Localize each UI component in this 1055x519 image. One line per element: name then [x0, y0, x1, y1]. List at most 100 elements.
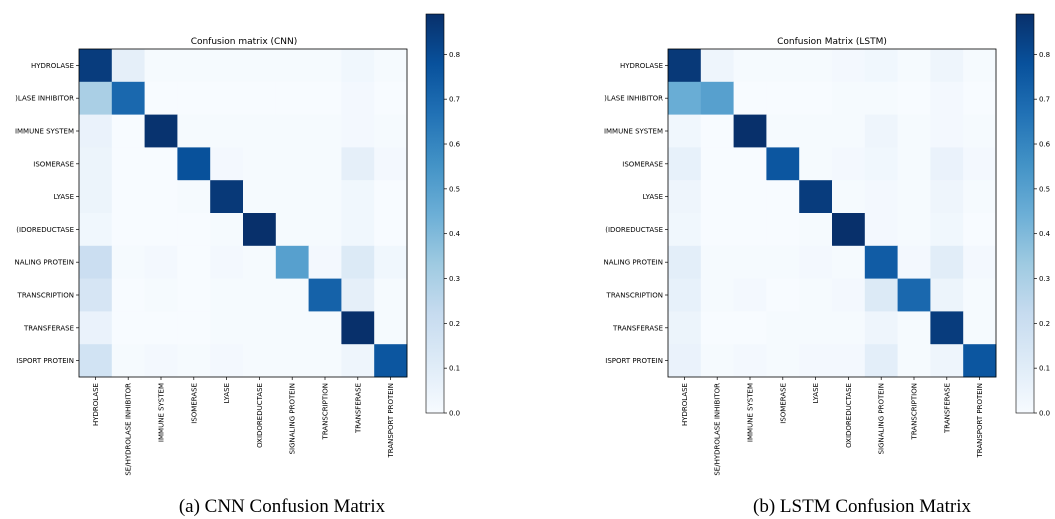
y-tick-label-lyase: LYASE — [54, 193, 74, 201]
cell-r2-c6 — [275, 114, 309, 148]
cell-r3-c2 — [144, 147, 178, 181]
cell-r1-c6 — [275, 81, 309, 115]
cell-r3-c7 — [897, 147, 931, 181]
cell-r8-c7 — [897, 311, 931, 345]
cell-r7-c3 — [177, 278, 211, 312]
cell-r6-c7 — [897, 245, 931, 279]
colorbar-tick-label: 0.3 — [1039, 275, 1050, 283]
cell-r6-c8 — [341, 245, 375, 279]
cell-r8-c9 — [963, 311, 997, 345]
cell-r0-c8 — [341, 49, 375, 83]
cell-r9-c7 — [897, 344, 931, 378]
cell-r0-c6 — [275, 49, 309, 83]
cell-r6-c4 — [799, 245, 833, 279]
cell-r9-c6 — [275, 344, 309, 378]
cell-r7-c4 — [799, 278, 833, 312]
cell-r5-c2 — [144, 213, 178, 247]
cell-r5-c4 — [210, 213, 244, 247]
cell-r9-c5 — [243, 344, 277, 378]
cell-r7-c5 — [243, 278, 277, 312]
cell-r9-c6 — [864, 344, 898, 378]
cell-r9-c5 — [832, 344, 866, 378]
cell-r2-c4 — [799, 114, 833, 148]
cell-r0-c3 — [766, 49, 800, 83]
y-tick-label-idoreductase: (IDOREDUCTASE — [605, 226, 663, 234]
colorbar-tick-label: 0.6 — [449, 141, 461, 149]
x-tick-label-transport-protein: TRANSPORT PROTEIN — [976, 383, 984, 459]
cell-r8-c4 — [210, 311, 244, 345]
cell-r7-c9 — [963, 278, 997, 312]
x-tick-label-hydrolase: HYDROLASE — [681, 383, 689, 426]
cell-r8-c4 — [799, 311, 833, 345]
x-tick-label-immune-system: IMMUNE SYSTEM — [747, 383, 755, 442]
colorbar-tick-label: 0.6 — [1039, 141, 1051, 149]
cell-r5-c9 — [963, 213, 997, 247]
x-tick-label-oxidoreductase: OXIDOREDUCTASE — [256, 383, 264, 448]
cell-r6-c2 — [733, 245, 767, 279]
cell-r8-c1 — [111, 311, 145, 345]
y-tick-label-lase-inhibitor: )LASE INHIBITOR — [604, 95, 663, 103]
cnn-caption: (a) CNN Confusion Matrix — [178, 496, 386, 517]
cell-r2-c7 — [308, 114, 342, 148]
colorbar-tick-label: 0.8 — [449, 51, 460, 59]
cell-r2-c1 — [111, 114, 145, 148]
cell-r5-c6 — [275, 213, 309, 247]
y-tick-label-transcription: TRANSCRIPTION — [606, 292, 663, 300]
cell-r1-c9 — [374, 81, 408, 115]
cell-r2-c8 — [930, 114, 964, 148]
cell-r4-c0 — [79, 180, 113, 214]
cell-r7-c8 — [341, 278, 375, 312]
cell-r9-c2 — [144, 344, 178, 378]
chart-title: Confusion Matrix (LSTM) — [777, 37, 887, 47]
cell-r1-c9 — [963, 81, 997, 115]
cell-r2-c0 — [79, 114, 113, 148]
cell-r6-c5 — [832, 245, 866, 279]
cell-r0-c7 — [897, 49, 931, 83]
cell-r0-c2 — [733, 49, 767, 83]
cell-r3-c9 — [374, 147, 408, 181]
cell-r9-c8 — [341, 344, 375, 378]
cell-r2-c2 — [144, 114, 178, 148]
colorbar-tick-label: 0.4 — [1039, 230, 1051, 238]
cell-r0-c7 — [308, 49, 342, 83]
cell-r7-c9 — [374, 278, 408, 312]
x-tick-label-transcription: TRANSCRIPTION — [322, 383, 330, 440]
cell-r2-c0 — [668, 114, 702, 148]
cell-r2-c4 — [210, 114, 244, 148]
x-tick-label-isomerase: ISOMERASE — [779, 383, 787, 424]
cell-r1-c1 — [111, 81, 145, 115]
cell-r1-c4 — [799, 81, 833, 115]
cell-r8-c5 — [832, 311, 866, 345]
y-tick-label-lase-inhibitor: )LASE INHIBITOR — [15, 95, 74, 103]
cell-r2-c8 — [341, 114, 375, 148]
cell-r3-c6 — [275, 147, 309, 181]
cell-r1-c0 — [79, 81, 113, 115]
colorbar-tick-label: 0.8 — [1039, 51, 1050, 59]
cell-r8-c6 — [275, 311, 309, 345]
cell-r3-c4 — [210, 147, 244, 181]
cell-r8-c8 — [341, 311, 375, 345]
y-tick-label-immune-system: IMMUNE SYSTEM — [604, 128, 663, 136]
cell-r0-c9 — [963, 49, 997, 83]
cell-r2-c5 — [832, 114, 866, 148]
colorbar — [1015, 13, 1035, 414]
colorbar-tick-label: 0.0 — [449, 410, 460, 418]
cell-r1-c5 — [832, 81, 866, 115]
colorbar-tick-label: 0.1 — [449, 365, 460, 373]
cell-r8-c7 — [308, 311, 342, 345]
cell-r0-c8 — [930, 49, 964, 83]
cell-r5-c8 — [930, 213, 964, 247]
cell-r8-c3 — [177, 311, 211, 345]
cell-r9-c1 — [111, 344, 145, 378]
x-tick-label-oxidoreductase: OXIDOREDUCTASE — [845, 383, 853, 448]
cell-r8-c2 — [733, 311, 767, 345]
cell-r0-c5 — [243, 49, 277, 83]
cell-r2-c3 — [177, 114, 211, 148]
cell-r0-c4 — [210, 49, 244, 83]
cell-r4-c4 — [210, 180, 244, 214]
cell-r5-c7 — [308, 213, 342, 247]
cell-r5-c2 — [733, 213, 767, 247]
y-tick-label-transcription: TRANSCRIPTION — [17, 292, 74, 300]
cell-r7-c0 — [79, 278, 113, 312]
cell-r5-c9 — [374, 213, 408, 247]
